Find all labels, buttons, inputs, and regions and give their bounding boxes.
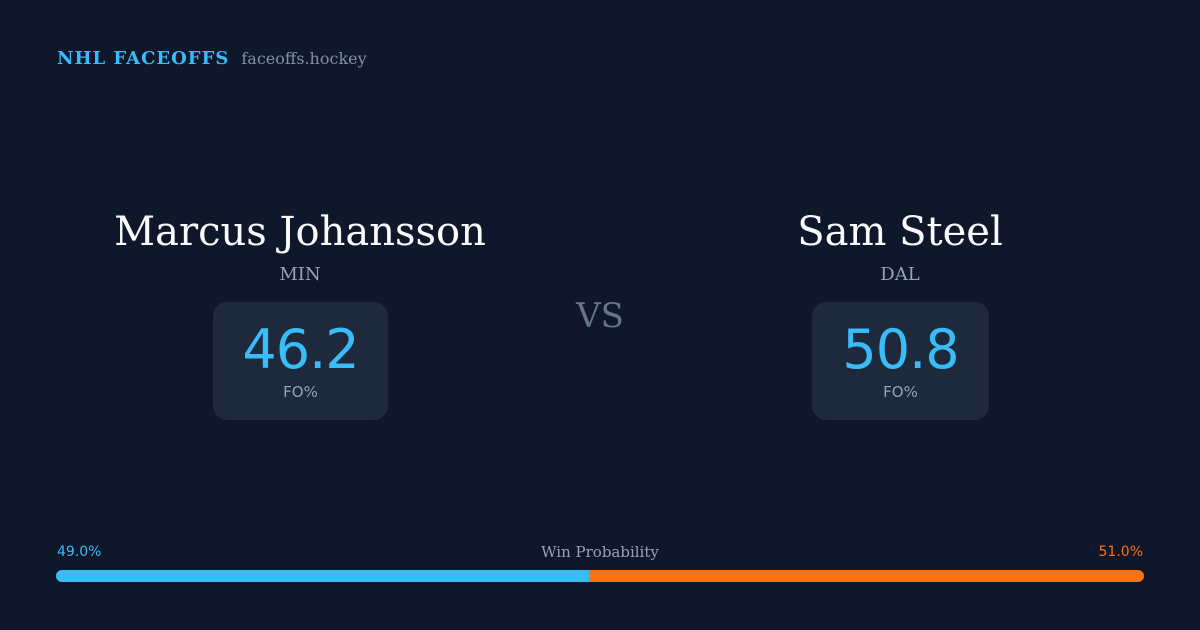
vs-label: VS bbox=[576, 296, 624, 336]
player-right-stat-card: 50.8 FO% bbox=[812, 302, 989, 420]
win-probability-title: Win Probability bbox=[541, 543, 659, 561]
brand-name: NHL FACEOFFS bbox=[57, 48, 230, 69]
player-left-name: Marcus Johansson bbox=[114, 209, 486, 255]
player-right-stat-label: FO% bbox=[883, 383, 918, 401]
player-left: Marcus Johansson MIN bbox=[50, 204, 550, 288]
player-left-stat-card: 46.2 FO% bbox=[213, 302, 388, 420]
win-probability-bar-right bbox=[589, 570, 1144, 582]
player-right-team: DAL bbox=[880, 264, 920, 285]
brand: NHL FACEOFFS faceoffs.hockey bbox=[57, 48, 367, 69]
win-probability-bar bbox=[56, 570, 1144, 582]
player-left-team: MIN bbox=[279, 264, 321, 285]
player-left-stat-label: FO% bbox=[283, 383, 318, 401]
player-right-faceoff-pct: 50.8 bbox=[842, 318, 959, 381]
win-probability-right-pct: 51.0% bbox=[1098, 544, 1143, 560]
brand-domain: faceoffs.hockey bbox=[241, 49, 367, 68]
player-right: Sam Steel DAL bbox=[650, 204, 1150, 288]
win-probability-left-pct: 49.0% bbox=[57, 544, 102, 560]
player-left-faceoff-pct: 46.2 bbox=[242, 318, 359, 381]
win-probability-bar-left bbox=[56, 570, 590, 582]
player-right-name: Sam Steel bbox=[797, 209, 1003, 255]
